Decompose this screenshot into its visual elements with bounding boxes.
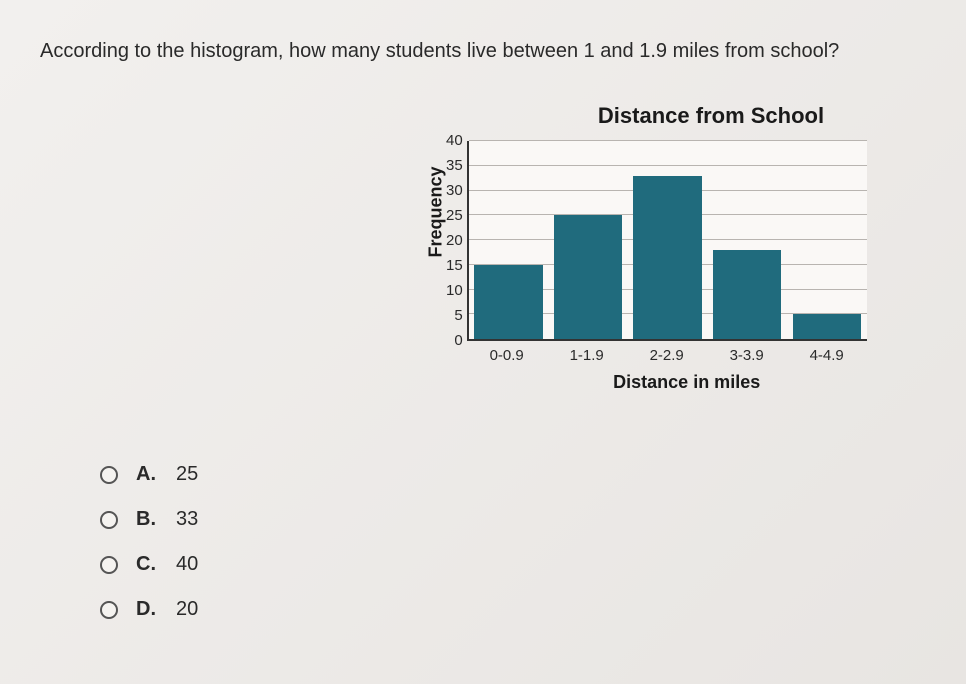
option-letter: A.: [136, 463, 160, 486]
histogram-bar: [793, 314, 861, 339]
histogram-bar: [554, 215, 622, 339]
bar-slot: [628, 141, 708, 339]
option-letter: C.: [136, 553, 160, 576]
option-value: 33: [176, 508, 198, 531]
bar-slot: [469, 141, 549, 339]
option-letter: D.: [136, 598, 160, 621]
plot-container: 40 35 30 25 20 15 10 5 0: [446, 141, 867, 393]
x-tick: 4-4.9: [787, 341, 867, 364]
x-tick: 0-0.9: [467, 341, 547, 364]
bar-slot: [787, 141, 867, 339]
ylabel-container: Frequency: [426, 141, 446, 393]
x-tick: 1-1.9: [547, 341, 627, 364]
option-b[interactable]: B. 33: [100, 508, 926, 531]
bar-slot: [548, 141, 628, 339]
chart-title: Distance from School: [506, 103, 916, 129]
option-letter: B.: [136, 508, 160, 531]
chart-body: Frequency 40 35 30 25 20 15 10 5 0: [426, 141, 916, 393]
radio-icon: [100, 556, 118, 574]
option-a[interactable]: A. 25: [100, 463, 926, 486]
histogram-chart: Distance from School Frequency 40 35 30 …: [426, 103, 916, 393]
histogram-bar: [633, 176, 701, 339]
x-tick: 3-3.9: [707, 341, 787, 364]
x-tick: 2-2.9: [627, 341, 707, 364]
radio-icon: [100, 466, 118, 484]
plot-area: [467, 141, 867, 341]
bar-slot: [707, 141, 787, 339]
answer-options: A. 25 B. 33 C. 40 D. 20: [100, 463, 926, 621]
histogram-bar: [713, 250, 781, 339]
content-row: Distance from School Frequency 40 35 30 …: [40, 103, 926, 393]
worksheet-page: According to the histogram, how many stu…: [0, 0, 966, 684]
option-value: 40: [176, 553, 198, 576]
option-value: 20: [176, 598, 198, 621]
y-ticks: 40 35 30 25 20 15 10 5 0: [446, 141, 467, 341]
x-axis-label: Distance in miles: [507, 372, 867, 393]
radio-icon: [100, 511, 118, 529]
option-value: 25: [176, 463, 198, 486]
x-ticks: 0-0.9 1-1.9 2-2.9 3-3.9 4-4.9: [467, 341, 867, 364]
y-axis-label: Frequency: [426, 237, 447, 257]
bars-container: [469, 141, 867, 339]
radio-icon: [100, 601, 118, 619]
histogram-bar: [474, 265, 542, 339]
option-c[interactable]: C. 40: [100, 553, 926, 576]
option-d[interactable]: D. 20: [100, 598, 926, 621]
question-text: According to the histogram, how many stu…: [40, 40, 926, 63]
